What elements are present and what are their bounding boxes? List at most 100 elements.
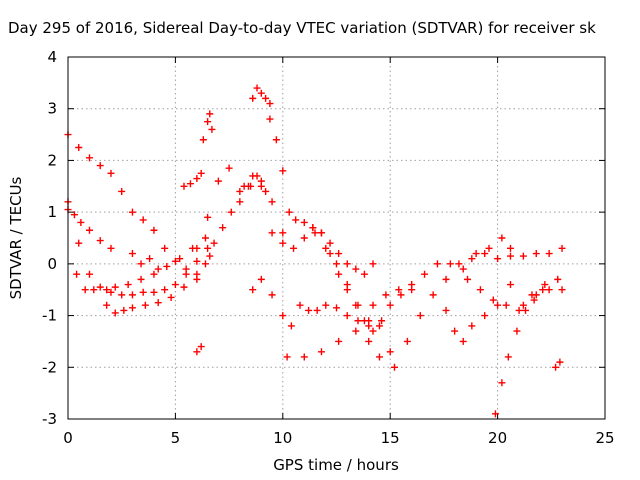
data-point — [519, 301, 527, 309]
y-tick-label: -2 — [42, 358, 57, 376]
data-point — [468, 255, 476, 263]
data-point — [257, 177, 265, 185]
data-point — [85, 226, 93, 234]
y-tick-label: -3 — [42, 410, 57, 428]
data-point — [154, 299, 162, 307]
data-point — [446, 260, 454, 268]
data-point — [204, 213, 212, 221]
data-point — [150, 288, 158, 296]
data-point — [150, 226, 158, 234]
data-point — [451, 327, 459, 335]
data-point — [408, 281, 416, 289]
data-point — [111, 309, 119, 317]
data-point — [137, 275, 145, 283]
data-point — [494, 301, 502, 309]
data-point — [375, 322, 383, 330]
data-point — [360, 270, 368, 278]
data-point — [504, 353, 512, 361]
data-point — [219, 224, 227, 232]
data-point — [107, 288, 115, 296]
data-point — [81, 286, 89, 294]
data-point — [397, 291, 405, 299]
data-point — [204, 244, 212, 252]
data-point — [96, 283, 104, 291]
data-point — [558, 286, 566, 294]
data-point — [305, 306, 313, 314]
data-point — [111, 283, 119, 291]
data-point — [352, 301, 360, 309]
data-point — [506, 252, 514, 260]
data-point — [182, 270, 190, 278]
data-point — [193, 348, 201, 356]
data-point — [186, 180, 194, 188]
data-point — [390, 363, 398, 371]
data-point — [519, 252, 527, 260]
data-point — [272, 136, 280, 144]
data-point — [249, 286, 257, 294]
data-point — [421, 270, 429, 278]
data-point — [442, 306, 450, 314]
data-point — [96, 237, 104, 245]
data-point — [433, 260, 441, 268]
data-point — [558, 244, 566, 252]
data-point — [335, 337, 343, 345]
data-point — [163, 262, 171, 270]
data-point — [197, 169, 205, 177]
data-point — [365, 337, 373, 345]
data-point — [491, 410, 499, 418]
data-point — [369, 260, 377, 268]
y-tick-label: -1 — [42, 307, 57, 325]
data-point — [530, 296, 538, 304]
data-point — [225, 164, 233, 172]
chart-title: Day 295 of 2016, Sidereal Day-to-day VTE… — [8, 19, 596, 37]
data-point — [70, 211, 78, 219]
data-point — [206, 110, 214, 118]
y-tick-label: 4 — [47, 48, 57, 66]
data-point — [193, 244, 201, 252]
data-point — [416, 312, 424, 320]
data-point — [137, 260, 145, 268]
data-point — [326, 250, 334, 258]
data-point — [300, 353, 308, 361]
x-tick-label: 5 — [171, 429, 181, 447]
data-point — [171, 257, 179, 265]
data-point — [257, 89, 265, 97]
data-point — [545, 250, 553, 258]
data-point — [236, 187, 244, 195]
data-point — [180, 283, 188, 291]
x-tick-label: 0 — [63, 429, 73, 447]
data-point — [498, 234, 506, 242]
data-point — [253, 84, 261, 92]
data-point — [210, 239, 218, 247]
data-point — [386, 301, 394, 309]
data-point — [176, 255, 184, 263]
data-point — [292, 216, 300, 224]
data-point — [128, 208, 136, 216]
data-point — [335, 250, 343, 258]
data-point — [266, 100, 274, 108]
data-point — [506, 244, 514, 252]
data-point — [343, 286, 351, 294]
data-point — [118, 187, 126, 195]
data-point — [107, 244, 115, 252]
data-point — [96, 162, 104, 170]
data-point — [311, 229, 319, 237]
x-axis: 0 5 10 15 20 25 — [63, 57, 615, 447]
data-point — [442, 275, 450, 283]
data-point — [268, 291, 276, 299]
data-point — [333, 304, 340, 312]
data-point — [464, 275, 472, 283]
data-point — [236, 198, 244, 206]
data-point — [528, 291, 536, 299]
data-point — [139, 216, 147, 224]
data-point — [313, 306, 321, 314]
data-point — [285, 208, 293, 216]
data-point — [459, 265, 467, 273]
data-point — [335, 270, 343, 278]
data-point — [268, 198, 276, 206]
data-point — [128, 250, 136, 258]
data-point — [532, 250, 540, 258]
data-point — [485, 244, 493, 252]
data-point — [472, 250, 480, 258]
